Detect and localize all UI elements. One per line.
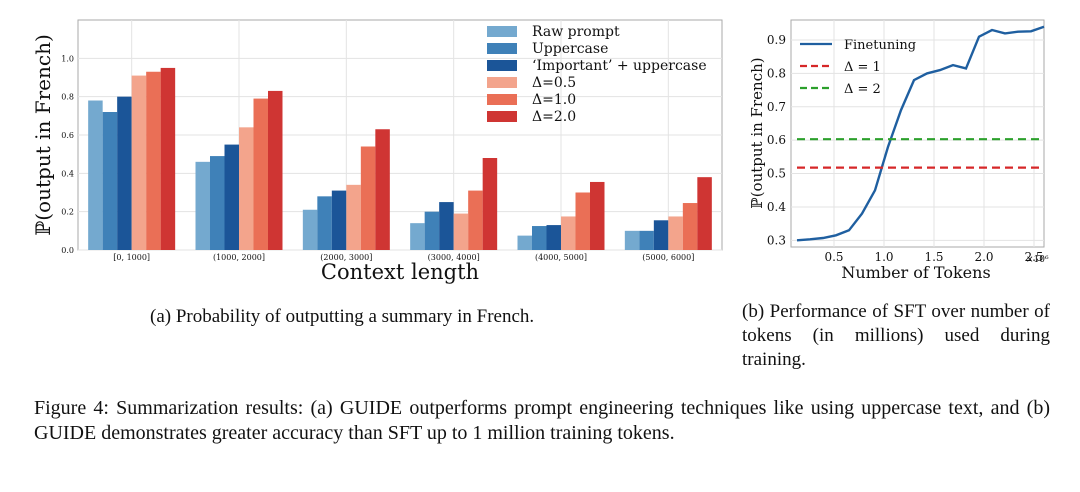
- bar: [346, 184, 361, 250]
- bar: [653, 220, 669, 250]
- y-tick-label-a: 0.4: [61, 169, 74, 178]
- x-tick-label-a: (4000, 5000]: [535, 253, 587, 262]
- bar: [317, 196, 332, 250]
- x-tick-label-b: 1.5: [924, 250, 943, 264]
- bar: [117, 96, 132, 251]
- bar: [546, 225, 561, 250]
- x-tick-label-b: 1.0: [874, 250, 893, 264]
- y-tick-label-b: 0.6: [767, 133, 786, 147]
- caption-a: (a) Probability of outputting a summary …: [150, 306, 535, 327]
- bar: [561, 216, 576, 250]
- legend-label-a: Raw prompt: [532, 24, 620, 40]
- bar: [668, 216, 683, 250]
- bar: [532, 226, 547, 250]
- bar: [331, 190, 347, 250]
- y-tick-label-a: 0.2: [61, 208, 74, 217]
- legend-label-b: Δ = 1: [844, 60, 881, 75]
- bar: [146, 71, 161, 250]
- bar: [375, 129, 390, 250]
- legend-swatch-a: [487, 94, 517, 105]
- x-tick-label-b: 2.0: [974, 250, 993, 264]
- bar-chart-context-length: 0.0 0.2 0.4 0.6 0.8 1.0 [0, 1000] (1000, 2000]…: [31, 19, 723, 284]
- caption-b: (b) Performance of SFT over number of to…: [742, 301, 1050, 370]
- y-tick-label-b: 0.5: [767, 167, 786, 181]
- y-tick-label-b: 0.3: [767, 233, 786, 247]
- x-axis-label-b: Number of Tokens: [841, 263, 990, 282]
- y-tick-label-a: 0.6: [61, 131, 74, 140]
- bar: [160, 67, 176, 251]
- legend-swatch-a: [487, 60, 517, 71]
- legend-swatch-a: [487, 43, 517, 54]
- bar: [482, 158, 498, 250]
- x-tick-label-a: (5000, 6000]: [642, 253, 694, 262]
- bar: [682, 203, 698, 250]
- bar: [453, 213, 469, 250]
- legend-label-b: Finetuning: [844, 38, 916, 53]
- line-chart-tokens: 0.3 0.4 0.5 0.6 0.7 0.8 0.9 0.5 1.0 1.5 2.0 2.5 ×1…: [748, 19, 1049, 282]
- bar: [253, 98, 268, 250]
- legend-label-a: Δ=0.5: [532, 75, 576, 91]
- y-tick-label-b: 0.7: [767, 100, 786, 114]
- x-tick-label-a: [0, 1000]: [113, 253, 150, 262]
- y-tick-label-a: 0.8: [61, 93, 74, 102]
- bar: [468, 190, 483, 250]
- legend-b: Finetuning Δ = 1 Δ = 2: [800, 38, 916, 97]
- legend-label-a: Δ=1.0: [532, 92, 576, 108]
- x-tick-label-a: (1000, 2000]: [213, 253, 265, 262]
- x-tick-label-b: 0.5: [824, 250, 843, 264]
- legend-swatch-a: [487, 77, 517, 88]
- bar: [102, 112, 118, 250]
- y-tick-label-b: 0.8: [767, 66, 786, 80]
- bar: [239, 127, 254, 250]
- bar: [360, 146, 376, 250]
- legend-swatch-a: [487, 111, 517, 122]
- y-axis-label-a: ℙ(output in French): [31, 34, 55, 236]
- bar: [424, 211, 440, 250]
- bar: [517, 235, 532, 250]
- finetuning-line: [796, 25, 1045, 242]
- y-axis-label-b: ℙ(output in French): [748, 57, 766, 208]
- y-tick-label-b: 0.4: [767, 200, 786, 214]
- legend-swatch-a: [487, 26, 517, 37]
- y-tick-label-b: 0.9: [767, 33, 786, 47]
- bar: [575, 192, 590, 250]
- bar: [224, 144, 239, 250]
- y-tick-label-a: 0.0: [61, 246, 74, 255]
- bar: [210, 156, 225, 250]
- bar: [302, 209, 318, 250]
- bar: [131, 75, 147, 250]
- legend-label-a: Uppercase: [532, 41, 608, 57]
- x-tick-label-a: (2000, 3000]: [320, 253, 372, 262]
- bar: [88, 100, 103, 250]
- bar: [410, 223, 425, 250]
- bar: [624, 230, 640, 250]
- y-tick-label-a: 1.0: [61, 54, 74, 63]
- bar: [590, 181, 605, 250]
- bar: [639, 230, 654, 250]
- x-tick-label-a: (3000, 4000]: [428, 253, 480, 262]
- figure-caption: Figure 4: Summarization results: (a) GUI…: [34, 397, 1050, 444]
- plot-area-b: [790, 19, 1045, 248]
- bar: [268, 90, 283, 251]
- x-scale-label-b: ×10⁶: [1026, 255, 1049, 265]
- legend-label-b: Δ = 2: [844, 82, 881, 97]
- x-tick-label-b: 2.5: [1024, 250, 1043, 264]
- legend-label-a: Δ=2.0: [532, 109, 576, 125]
- bar: [195, 161, 210, 250]
- x-axis-label-a: Context length: [321, 260, 479, 284]
- bar: [697, 177, 712, 250]
- legend-label-a: ‘Important’ + uppercase: [532, 58, 707, 74]
- bar: [439, 202, 454, 250]
